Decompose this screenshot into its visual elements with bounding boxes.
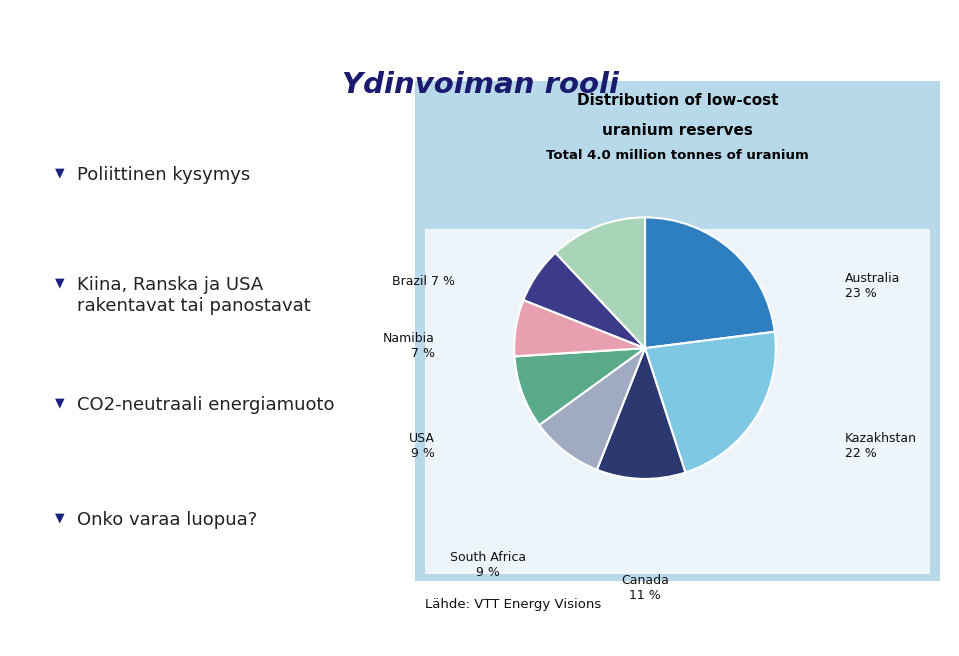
Text: CO2-neutraali energiamuoto: CO2-neutraali energiamuoto [77, 396, 335, 414]
FancyBboxPatch shape [425, 229, 930, 574]
Wedge shape [555, 217, 645, 348]
Text: Canada
11 %: Canada 11 % [621, 574, 669, 602]
Text: 8: 8 [939, 12, 947, 24]
Text: South Africa
9 %: South Africa 9 % [450, 551, 526, 579]
Wedge shape [514, 300, 645, 356]
Text: Total 4.0 million tonnes of uranium: Total 4.0 million tonnes of uranium [546, 149, 808, 162]
Text: VTT PROSESSIT: VTT PROSESSIT [12, 12, 121, 24]
Text: ▼: ▼ [55, 166, 64, 179]
Wedge shape [514, 348, 645, 425]
Text: ▼: ▼ [55, 396, 64, 409]
Text: Others 12 %: Others 12 % [590, 230, 667, 243]
Text: uranium reserves: uranium reserves [602, 123, 753, 138]
Wedge shape [524, 253, 645, 348]
Text: Namibia
7 %: Namibia 7 % [384, 332, 435, 360]
Text: USA
9 %: USA 9 % [409, 432, 435, 460]
Wedge shape [596, 348, 686, 479]
Wedge shape [645, 217, 775, 348]
FancyBboxPatch shape [415, 81, 940, 581]
Text: Kazakhstan
22 %: Kazakhstan 22 % [845, 432, 917, 460]
Text: Australia
23 %: Australia 23 % [845, 272, 901, 300]
Text: Onko varaa luopua?: Onko varaa luopua? [77, 511, 257, 529]
Text: Poliittinen kysymys: Poliittinen kysymys [77, 166, 250, 184]
Text: Brazil 7 %: Brazil 7 % [392, 275, 455, 287]
Text: Lähde: VTT Energy Visions: Lähde: VTT Energy Visions [425, 598, 601, 611]
Text: Ydinvoiman rooli: Ydinvoiman rooli [341, 71, 619, 99]
Text: ▼: ▼ [55, 511, 64, 524]
Text: Distribution of low-cost: Distribution of low-cost [576, 93, 779, 108]
Text: Kiina, Ranska ja USA
rakentavat tai panostavat: Kiina, Ranska ja USA rakentavat tai pano… [77, 276, 311, 315]
Text: ▼: ▼ [55, 276, 64, 289]
Wedge shape [645, 332, 776, 472]
Wedge shape [539, 348, 645, 470]
